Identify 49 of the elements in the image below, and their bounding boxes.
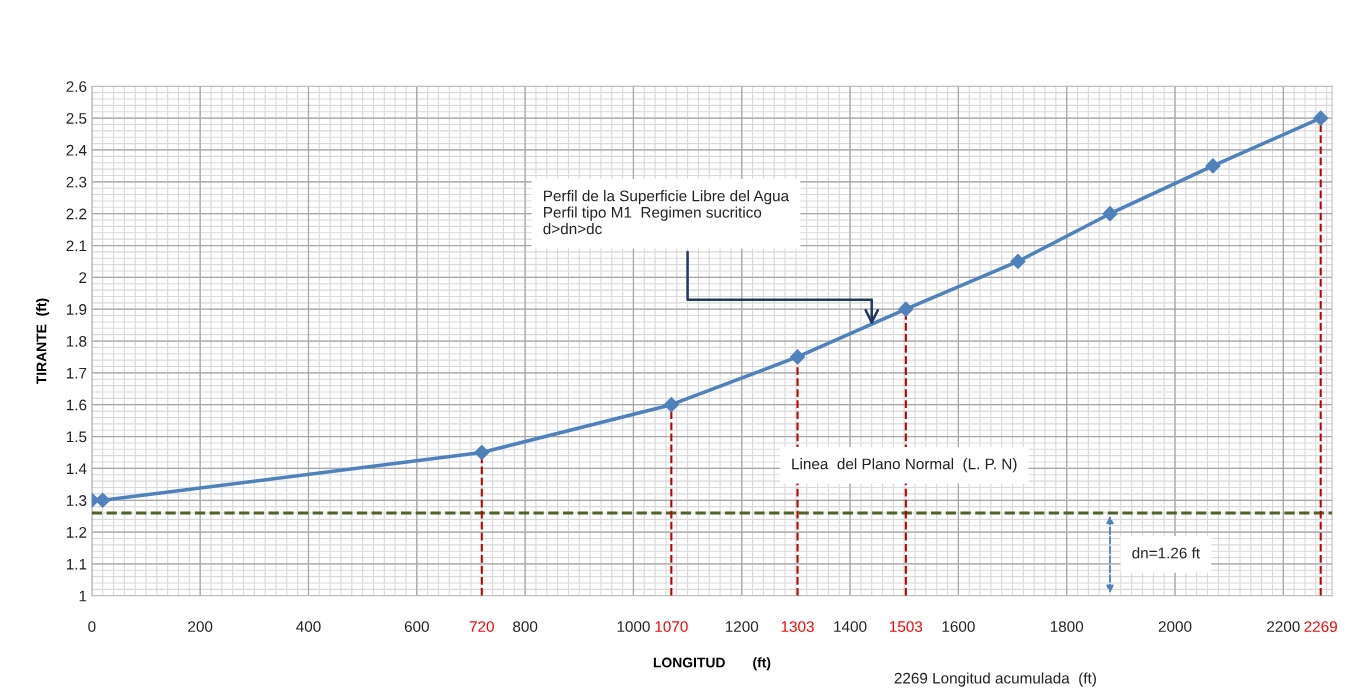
point <box>663 397 679 413</box>
x-axis-title: LONGITUD (ft) <box>653 657 771 671</box>
y-tick-label: 1.3 <box>66 495 87 506</box>
y-tick-label: 1.5 <box>66 431 87 443</box>
x-tick-label: 800 <box>513 621 538 632</box>
y-tick-label: 1.9 <box>66 304 87 315</box>
x-tick-label: 1000 <box>617 621 650 632</box>
point <box>789 349 806 365</box>
point <box>474 444 490 461</box>
x-tick-label: 1400 <box>834 621 867 632</box>
y-tick-label: 2.6 <box>66 81 87 92</box>
x-tick-label: 200 <box>188 621 213 632</box>
point <box>1313 110 1329 126</box>
point <box>898 301 914 317</box>
y-tick-label: 2.1 <box>66 240 87 252</box>
y-tick-label: 1.6 <box>66 399 87 411</box>
y-tick-label: 2.2 <box>66 208 87 220</box>
ref-line-label: Linea del Plano Normal (L. P. N) <box>792 458 1017 473</box>
y-tick-label: 2.5 <box>66 113 87 124</box>
ref-line-label: 1303 <box>781 621 814 632</box>
y-axis-title: TIRANTE (ft) <box>36 298 50 385</box>
text: 2269 Longitud acumulada (ft) <box>894 672 1096 687</box>
x-tick-label: 0 <box>88 621 96 632</box>
y-tick-label: 1.1 <box>66 558 87 570</box>
ref-line-label: 1503 <box>890 621 923 632</box>
y-tick-label: 1 <box>79 590 87 602</box>
x-tick-label: 400 <box>296 621 321 632</box>
point <box>1010 253 1026 270</box>
y-tick-label: 1.8 <box>66 335 87 347</box>
point <box>95 492 111 508</box>
y-tick-label: 2.3 <box>66 176 87 188</box>
point <box>1205 158 1221 174</box>
x-tick-label: 1600 <box>942 621 975 632</box>
y-tick-label: 1.7 <box>66 367 87 379</box>
ref-line-label: 2269 <box>1304 621 1337 632</box>
y-tick-label: 2 <box>79 272 87 283</box>
x-tick-label: 2200 <box>1267 621 1300 632</box>
ref-line-label: 720 <box>469 621 494 632</box>
x-tick-label: 600 <box>404 621 429 632</box>
y-tick-label: 2.4 <box>66 144 87 156</box>
x-tick-label: 1800 <box>1050 621 1084 632</box>
annotation: Perfil de la Superficie Libre del Agua Perfil tipo M1 Regimen sucritico d>dn>dc <box>543 190 790 235</box>
ref-line-label: 1070 <box>655 621 688 632</box>
x-tick-label: 1200 <box>725 621 759 632</box>
y-tick-label: 1.4 <box>66 463 87 474</box>
y-tick-label: 1.2 <box>66 526 87 538</box>
annotation: dn=1.26 ft <box>1132 547 1200 559</box>
point <box>1102 206 1118 222</box>
x-tick-label: 2000 <box>1158 621 1192 632</box>
